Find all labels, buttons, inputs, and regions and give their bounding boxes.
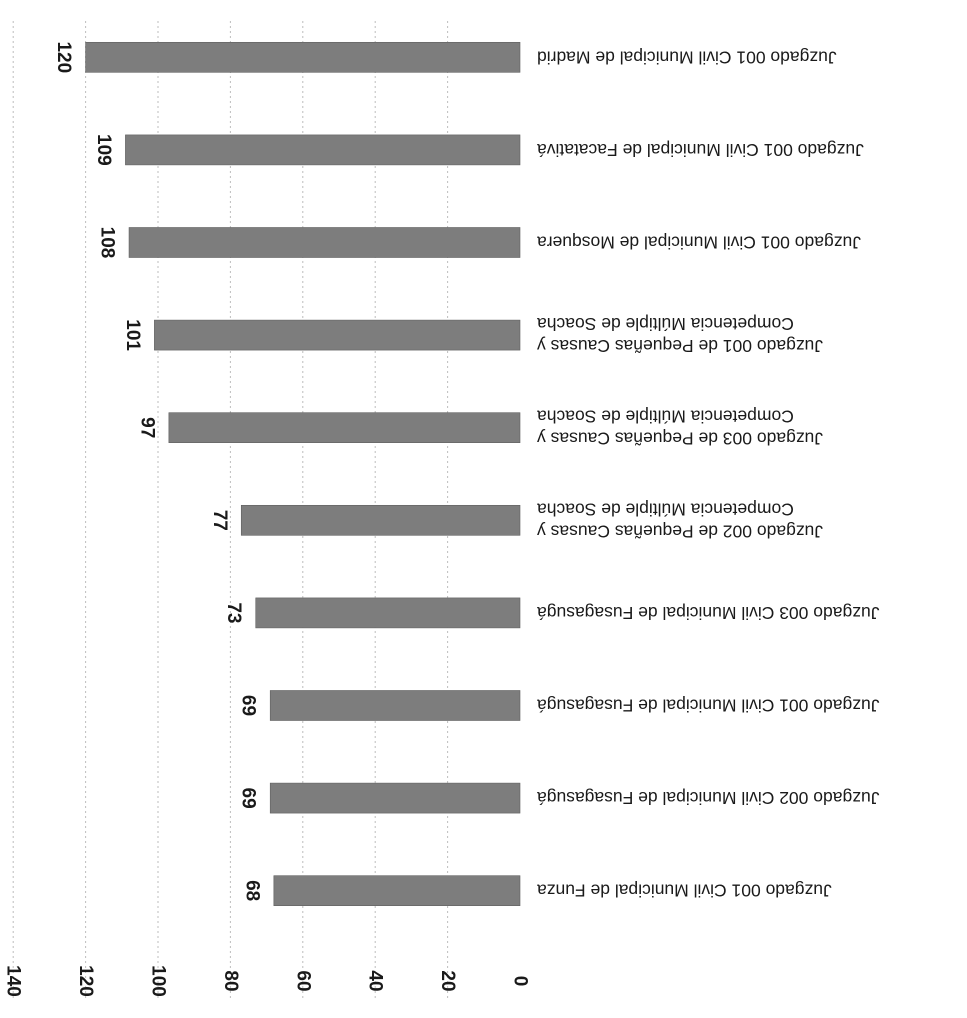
axis-tick-labels: 0 20 40 60 80 100 120 140 — [3, 965, 531, 997]
bar — [128, 227, 521, 258]
axis-tick-label: 120 — [75, 965, 96, 997]
category-label: Juzgado 001 Civil Municipal de Mosquera — [537, 233, 861, 253]
axis-tick-label: 140 — [3, 965, 24, 997]
data-label: 69 — [238, 695, 259, 716]
axis-tick-label: 60 — [292, 970, 313, 991]
axis-tick-label: 100 — [148, 965, 169, 997]
category-label: Juzgado 002 Civil Municipal de Fusagasug… — [537, 788, 880, 808]
axis-tick-label: 80 — [220, 970, 241, 991]
data-label: 97 — [136, 417, 157, 438]
category-label: Juzgado 001 Civil Municipal de Fusagasug… — [537, 696, 880, 716]
axis-tick-label: 0 — [510, 976, 531, 987]
data-label: 73 — [223, 602, 244, 623]
category-label: Juzgado 003 Civil Municipal de Fusagasug… — [537, 603, 880, 623]
bar — [269, 782, 521, 814]
data-label: 77 — [209, 510, 230, 531]
data-labels: 68 69 69 73 77 97 101 108 109 120 — [53, 41, 262, 901]
category-labels: Juzgado 001 Civil Municipal de Funza Juzg… — [537, 47, 880, 900]
axis-tick-label: 20 — [437, 970, 458, 991]
data-label: 68 — [241, 880, 262, 901]
category-label: Juzgado 001 de Pequeñas Causas yCompeten… — [537, 314, 823, 356]
bar — [85, 41, 521, 73]
bar — [125, 134, 521, 166]
bars — [85, 41, 521, 906]
category-label: Juzgado 003 de Pequeñas Causas yCompeten… — [537, 407, 823, 449]
data-label: 109 — [93, 134, 114, 166]
bar — [255, 597, 521, 629]
category-label: Juzgado 001 Civil Municipal de Facatativ… — [537, 140, 864, 160]
axis-tick-label: 40 — [365, 970, 386, 991]
category-label: Juzgado 002 de Pequeñas Causas yCompeten… — [537, 499, 823, 541]
data-label: 101 — [122, 319, 143, 351]
category-label: Juzgado 001 Civil Municipal de Funza — [537, 881, 832, 901]
bar — [273, 875, 521, 906]
data-label: 108 — [97, 227, 118, 259]
bar — [154, 319, 521, 351]
bar — [269, 690, 521, 721]
category-label: Juzgado 001 Civil Municipal de Madrid — [537, 47, 837, 67]
bar — [240, 504, 521, 536]
data-label: 69 — [238, 788, 259, 809]
chart-rotated-frame: 68 69 69 73 77 97 101 108 109 120 0 20 40 60 80 100 120… — [3, 18, 880, 998]
bar — [168, 412, 521, 444]
data-label: 120 — [53, 41, 74, 73]
